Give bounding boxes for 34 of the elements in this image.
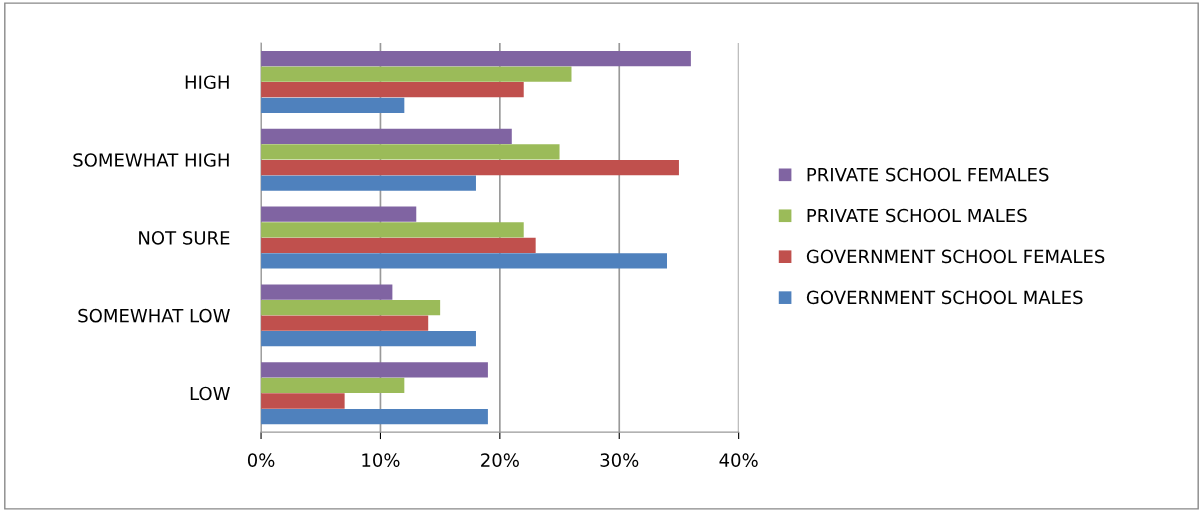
- bar: [261, 50, 691, 67]
- y-tick-label: NOT SURE: [139, 231, 230, 245]
- legend-label: GOVERNMENT SCHOOL FEMALES: [806, 249, 1105, 264]
- bar: [261, 128, 512, 145]
- bar: [261, 393, 345, 409]
- bar: [261, 253, 667, 269]
- y-tick-label: LOW: [190, 386, 230, 401]
- x-tick-label: 40%: [719, 453, 758, 467]
- x-tick-label: 10%: [362, 453, 400, 467]
- x-tick-label: 20%: [481, 453, 519, 467]
- bar: [261, 97, 405, 113]
- y-tick-label: HIGH: [185, 75, 229, 90]
- bar: [261, 284, 393, 300]
- legend-label: PRIVATE SCHOOL MALES: [807, 208, 1027, 223]
- bar: [261, 175, 476, 191]
- x-tick-label: 30%: [600, 453, 639, 467]
- bar: [261, 82, 524, 98]
- legend-label: PRIVATE SCHOOL FEMALES: [807, 167, 1049, 182]
- x-tick-label: 0%: [247, 453, 275, 467]
- bar: [261, 159, 679, 176]
- bar: [261, 331, 476, 347]
- bar: [261, 206, 417, 222]
- bar: [261, 222, 524, 238]
- bar: [261, 408, 488, 425]
- bar: [261, 237, 536, 253]
- bar: [261, 144, 560, 160]
- bar: [261, 299, 441, 316]
- bar: [261, 362, 488, 378]
- y-tick-label: SOMEWHAT LOW: [78, 308, 230, 323]
- bar: [261, 377, 405, 394]
- legend-label: GOVERNMENT SCHOOL MALES: [806, 290, 1083, 305]
- bar: [261, 66, 572, 82]
- y-tick-label: SOMEWHAT HIGH: [73, 153, 229, 167]
- bar: [261, 315, 429, 331]
